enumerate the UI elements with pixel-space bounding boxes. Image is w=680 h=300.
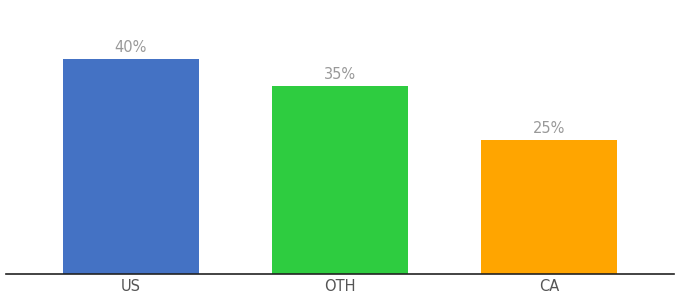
Text: 40%: 40% (115, 40, 147, 56)
Text: 35%: 35% (324, 67, 356, 82)
Bar (63, 59, 199, 274)
Bar (481, 140, 617, 274)
Text: 25%: 25% (533, 121, 565, 136)
Bar (272, 86, 408, 274)
